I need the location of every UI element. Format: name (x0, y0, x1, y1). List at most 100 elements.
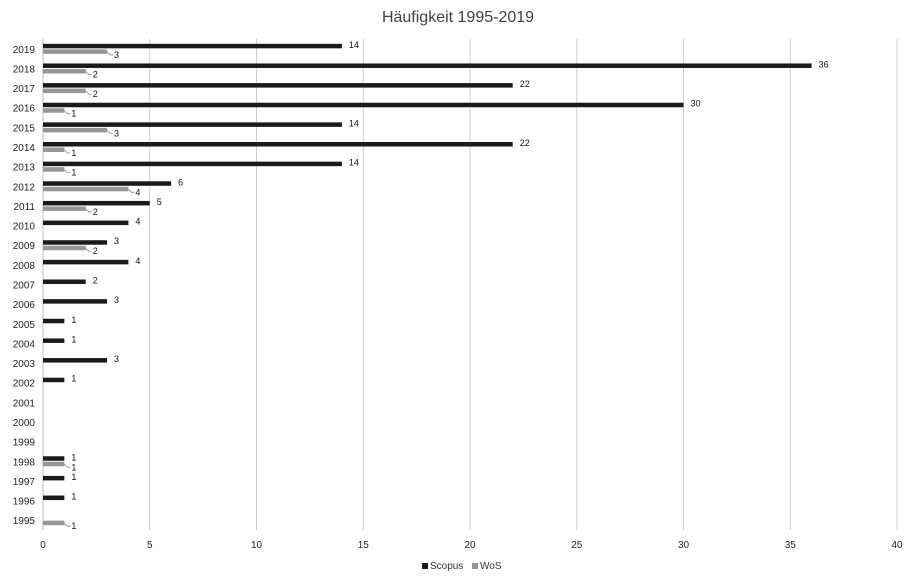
y-tick-label-2011: 2011 (13, 202, 35, 213)
bar-scopus-1997 (43, 475, 65, 481)
data-label-wos-1998: 1 (71, 462, 76, 472)
y-tick-label-2014: 2014 (13, 143, 36, 154)
bar-scopus-2018 (43, 63, 812, 68)
data-label-scopus-2016: 30 (691, 99, 701, 109)
data-label-wos-1995: 1 (71, 521, 76, 531)
data-label-scopus-1996: 1 (71, 492, 76, 502)
leader-line-wos-2016 (64, 110, 71, 115)
bar-wos-2009 (43, 245, 86, 251)
data-label-wos-2013: 1 (71, 168, 76, 178)
bar-scopus-2019 (43, 43, 342, 49)
leader-line-wos-1995 (64, 522, 71, 527)
y-tick-label-1999: 1999 (13, 438, 36, 449)
bar-scopus-2016 (43, 102, 684, 108)
bar-wos-2012 (43, 186, 129, 192)
data-label-wos-2015: 3 (114, 128, 119, 138)
data-label-scopus-2008: 4 (135, 256, 140, 266)
data-label-scopus-2019: 14 (349, 40, 359, 50)
data-label-scopus-2013: 14 (349, 158, 359, 168)
y-tick-label-1998: 1998 (13, 457, 36, 468)
y-tick-label-2010: 2010 (13, 222, 36, 233)
chart-title: Häufigkeit 1995-2019 (382, 9, 534, 26)
data-label-scopus-2010: 4 (135, 217, 140, 227)
x-tick-label-20: 20 (464, 540, 476, 551)
legend-label-wos: WoS (480, 561, 502, 572)
leader-line-wos-2011 (85, 208, 92, 213)
grid-layer (42, 39, 898, 530)
y-tick-label-2018: 2018 (13, 64, 36, 75)
data-label-wos-2011: 2 (93, 207, 98, 217)
y-tick-label-2017: 2017 (13, 84, 36, 95)
leader-line-wos-2017 (85, 90, 92, 95)
bar-scopus-2011 (43, 200, 150, 206)
bar-scopus-2003 (43, 358, 108, 363)
data-label-scopus-2007: 2 (93, 276, 98, 286)
y-tick-label-2009: 2009 (13, 241, 36, 252)
bar-wos-2017 (43, 88, 86, 94)
y-tick-label-1996: 1996 (13, 497, 36, 508)
data-label-wos-2009: 2 (93, 246, 98, 256)
legend-label-scopus: Scopus (430, 561, 463, 572)
data-label-scopus-2004: 1 (71, 334, 76, 344)
bar-scopus-2008 (43, 259, 129, 265)
leader-line-wos-2015 (106, 130, 114, 134)
data-label-wos-2018: 2 (93, 69, 98, 79)
bar-wos-1998 (43, 461, 65, 467)
bar-scopus-2002 (43, 377, 65, 383)
leader-line-wos-2012 (128, 189, 135, 193)
x-tick-label-25: 25 (571, 540, 583, 551)
leader-line-wos-2014 (64, 149, 71, 154)
bar-wos-2013 (43, 167, 65, 172)
bar-scopus-2010 (43, 220, 129, 226)
y-tick-label-1997: 1997 (13, 477, 36, 488)
bar-scopus-2012 (43, 181, 172, 186)
data-label-scopus-2003: 3 (114, 354, 119, 364)
y-tick-label-2013: 2013 (13, 163, 36, 174)
data-label-scopus-2012: 6 (178, 177, 183, 187)
y-tick-label-1995: 1995 (13, 516, 36, 527)
leader-line-wos-1998 (64, 463, 71, 468)
data-label-scopus-2006: 3 (114, 295, 119, 305)
legend: Scopus WoS (422, 561, 502, 572)
bar-wos-2015 (43, 127, 108, 133)
bar-wos-2018 (43, 68, 86, 74)
data-label-wos-2016: 1 (71, 109, 76, 119)
bar-wos-2011 (43, 206, 86, 211)
x-tick-label-30: 30 (678, 540, 690, 551)
data-label-wos-2017: 2 (93, 89, 98, 99)
bar-scopus-2014 (43, 142, 513, 147)
bars-layer (43, 43, 812, 526)
bar-scopus-2006 (43, 299, 108, 304)
data-label-wos-2014: 1 (71, 148, 76, 158)
y-tick-label-2005: 2005 (13, 320, 36, 331)
legend-swatch-wos (472, 563, 478, 569)
data-label-scopus-2011: 5 (157, 197, 162, 207)
bar-scopus-2007 (43, 279, 86, 284)
y-tick-label-2001: 2001 (13, 398, 36, 409)
bar-wos-2019 (43, 49, 108, 54)
leader-line-wos-2009 (85, 247, 92, 252)
data-label-scopus-2018: 36 (819, 59, 829, 69)
x-tick-label-40: 40 (891, 540, 903, 551)
bar-scopus-2005 (43, 318, 65, 324)
bar-scopus-1996 (43, 495, 65, 501)
data-label-scopus-2009: 3 (114, 236, 119, 246)
y-tick-label-2002: 2002 (13, 379, 36, 390)
data-label-scopus-1998: 1 (71, 452, 76, 462)
bar-wos-2014 (43, 147, 65, 153)
leader-line-wos-2013 (64, 169, 71, 174)
bar-scopus-2017 (43, 83, 513, 88)
data-label-scopus-2014: 22 (520, 138, 530, 148)
y-tick-label-2003: 2003 (13, 359, 36, 370)
bar-scopus-1998 (43, 456, 65, 461)
x-tick-label-10: 10 (251, 540, 263, 551)
data-label-scopus-2017: 22 (520, 79, 530, 89)
bar-scopus-2015 (43, 122, 342, 127)
bar-scopus-2013 (43, 161, 342, 167)
leader-line-wos-2018 (85, 71, 92, 75)
y-tick-label-2006: 2006 (13, 300, 36, 311)
y-tick-label-2016: 2016 (13, 104, 36, 115)
